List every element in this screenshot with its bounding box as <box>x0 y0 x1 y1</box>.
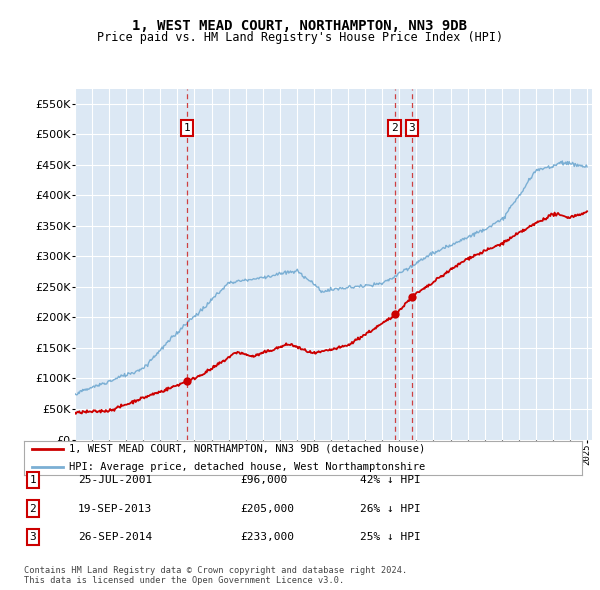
Text: 26-SEP-2014: 26-SEP-2014 <box>78 532 152 542</box>
Text: 26% ↓ HPI: 26% ↓ HPI <box>360 504 421 513</box>
Text: £96,000: £96,000 <box>240 476 287 485</box>
Text: 42% ↓ HPI: 42% ↓ HPI <box>360 476 421 485</box>
Text: £233,000: £233,000 <box>240 532 294 542</box>
Text: HPI: Average price, detached house, West Northamptonshire: HPI: Average price, detached house, West… <box>68 462 425 472</box>
Text: 3: 3 <box>29 532 37 542</box>
Text: 19-SEP-2013: 19-SEP-2013 <box>78 504 152 513</box>
Text: 1, WEST MEAD COURT, NORTHAMPTON, NN3 9DB: 1, WEST MEAD COURT, NORTHAMPTON, NN3 9DB <box>133 19 467 33</box>
Text: 1: 1 <box>29 476 37 485</box>
Text: 25-JUL-2001: 25-JUL-2001 <box>78 476 152 485</box>
Text: 1: 1 <box>184 123 190 133</box>
Text: 25% ↓ HPI: 25% ↓ HPI <box>360 532 421 542</box>
Text: 2: 2 <box>391 123 398 133</box>
Text: 2: 2 <box>29 504 37 513</box>
Text: Contains HM Land Registry data © Crown copyright and database right 2024.
This d: Contains HM Land Registry data © Crown c… <box>24 566 407 585</box>
Text: 1, WEST MEAD COURT, NORTHAMPTON, NN3 9DB (detached house): 1, WEST MEAD COURT, NORTHAMPTON, NN3 9DB… <box>68 444 425 454</box>
Text: £205,000: £205,000 <box>240 504 294 513</box>
Text: 3: 3 <box>409 123 415 133</box>
Text: Price paid vs. HM Land Registry's House Price Index (HPI): Price paid vs. HM Land Registry's House … <box>97 31 503 44</box>
